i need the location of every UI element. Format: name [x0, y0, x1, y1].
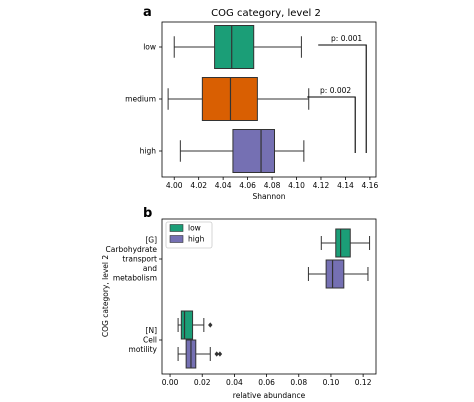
a-xtick-label: 4.06	[239, 181, 256, 190]
panel-a: a COG category, level 2 low medium high 4.…	[125, 5, 378, 201]
b-ytick-label-G-1: Carbohydrate	[106, 245, 158, 254]
b-box-N-high-outlier-1	[217, 351, 223, 357]
b-box-G-low-box	[335, 228, 351, 258]
a-xtick-label: 4.12	[313, 181, 330, 190]
a-box-high-box	[232, 129, 276, 173]
b-legend-swatch-high	[169, 235, 184, 243]
b-xtick-label: 0.02	[194, 378, 211, 387]
a-xtick-label: 4.04	[215, 181, 232, 190]
panel-b-letter: b	[143, 206, 152, 221]
a-bracket-1	[307, 96, 356, 153]
b-ytick-label-N-1: Cell	[143, 336, 157, 345]
panel-b: b low high [G]Carbohydratetransportandmet…	[101, 206, 377, 400]
b-ytick-label-G-4: metabolism	[113, 274, 157, 283]
b-ytick-label-G-0: [G]	[145, 236, 157, 245]
b-xtick-label: 0.08	[290, 378, 307, 387]
b-box-N-high-outlier-0	[214, 351, 219, 357]
a-ytick-label-medium: medium	[125, 95, 156, 104]
panel-a-letter: a	[143, 5, 152, 20]
a-ytick-label-high: high	[140, 147, 157, 156]
b-legend-swatch-low	[169, 224, 184, 232]
b-ytick-label-G-3: and	[143, 264, 157, 273]
b-xtick-label: 0.06	[258, 378, 275, 387]
a-xtick-label: 4.02	[190, 181, 207, 190]
panel-a-xlabel: Shannon	[253, 192, 286, 201]
a-box-low-box	[214, 25, 255, 69]
b-xtick-label: 0.10	[323, 378, 340, 387]
b-legend-label-low: low	[188, 224, 201, 233]
b-ytick-label-N-2: motility	[129, 345, 158, 354]
b-box-G-high-box	[325, 259, 345, 289]
b-legend-label-high: high	[188, 235, 205, 244]
b-xtick-label: 0.00	[162, 378, 179, 387]
a-xtick-label: 4.10	[288, 181, 305, 190]
a-box-medium-box	[201, 77, 258, 121]
panel-a-title: COG category, level 2	[211, 8, 321, 19]
b-box-N-low-box	[180, 310, 194, 340]
a-pvalue-1: p: 0.002	[320, 86, 351, 95]
panel-b-frame	[161, 218, 377, 375]
a-xtick-label: 4.16	[362, 181, 379, 190]
a-xtick-label: 4.00	[166, 181, 183, 190]
panel-b-xlabel: relative abundance	[233, 391, 306, 400]
a-pvalue-0: p: 0.001	[331, 34, 362, 43]
panel-b-ylabel: COG category, level 2	[101, 255, 110, 337]
a-ytick-label-low: low	[143, 43, 156, 52]
panel-a-frame	[161, 21, 377, 178]
b-xtick-label: 0.12	[355, 378, 372, 387]
b-ytick-label-N-0: [N]	[146, 326, 158, 335]
a-xtick-label: 4.14	[337, 181, 354, 190]
a-xtick-label: 4.08	[264, 181, 281, 190]
b-ytick-label-G-2: transport	[122, 255, 157, 264]
a-bracket-0	[318, 44, 367, 153]
b-xtick-label: 0.04	[226, 378, 243, 387]
b-box-N-low-outlier-0	[208, 322, 213, 328]
